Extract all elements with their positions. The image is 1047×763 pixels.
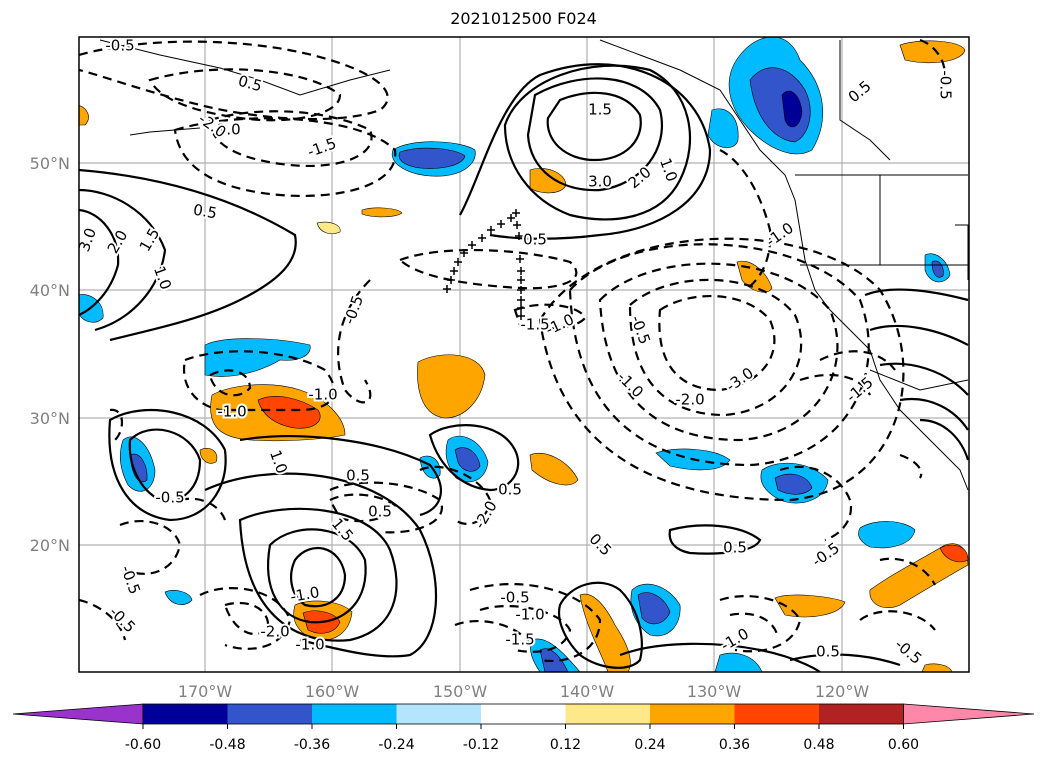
contour-label: 0.5	[368, 503, 392, 521]
contour-label: 1.0	[150, 264, 175, 293]
lat-label-30n: 30°N	[30, 409, 70, 428]
colorbar: -0.60 -0.48 -0.36 -0.24 -0.12 0.12 0.24 0.36 0.4…	[12, 703, 1035, 753]
contour-label: 0.5	[723, 539, 747, 557]
contour-label: -0.5	[809, 539, 843, 571]
contour-label: 0.5	[498, 481, 522, 499]
contour-label: -2.0	[470, 498, 500, 532]
contour-label: -0.5	[500, 589, 529, 607]
contour-label: -0.5	[106, 603, 139, 636]
contour-label: 0.5	[586, 530, 616, 560]
contour-label: -1.0	[308, 386, 337, 404]
lat-label-50n: 50°N	[30, 154, 70, 173]
colorbar-segment	[734, 704, 820, 724]
contour-label: -1.5	[520, 316, 549, 334]
map-title: 2021012500 F024	[450, 9, 597, 28]
colorbar-tick-label: -0.48	[209, 737, 245, 753]
contour-label: -1.0	[614, 368, 647, 401]
contour-label: 1.5	[588, 101, 612, 119]
lon-label-120w: 120°W	[815, 682, 870, 701]
colorbar-tick-label: 0.36	[719, 737, 750, 753]
contour-label: -2.0	[260, 623, 289, 641]
colorbar-segment	[650, 704, 735, 724]
contour-label: -3.0	[723, 364, 757, 396]
contour-label: -0.5	[627, 313, 654, 347]
shaded-anomaly-fields	[79, 37, 969, 672]
contour-label: 2.0	[104, 227, 132, 257]
contour-label: -1.5	[505, 631, 534, 649]
contour-label: 1.5	[136, 225, 164, 255]
contour-label: 2.0	[625, 163, 655, 192]
coastline-outlines	[99, 39, 969, 491]
map-frame	[78, 36, 970, 673]
contour-label: -1.0	[211, 121, 240, 139]
contour-label: 1.0	[656, 156, 681, 185]
lat-label-20n: 20°N	[30, 536, 70, 555]
colorbar-tick-label: 0.12	[550, 737, 581, 753]
contour-label: 0.5	[346, 467, 370, 485]
colorbar-segment	[481, 704, 566, 724]
colorbar-frame	[142, 703, 904, 725]
contour-label: 0.5	[236, 72, 264, 96]
colorbar-tick-label: -0.12	[463, 737, 499, 753]
lon-label-150w: 150°W	[433, 682, 488, 701]
colorbar-segment	[396, 704, 482, 724]
contour-label: -0.5	[155, 489, 184, 507]
lon-label-170w: 170°W	[178, 682, 233, 701]
contour-label: -1.0	[515, 606, 544, 624]
storm-track-markers	[443, 209, 525, 320]
colorbar-tick-label: -0.24	[378, 737, 414, 753]
contour-label: 0.5	[816, 643, 840, 661]
lon-label-160w: 160°W	[305, 682, 360, 701]
lon-label-140w: 140°W	[560, 682, 615, 701]
colorbar-segment	[819, 704, 904, 724]
colorbar-tick-label: 0.24	[634, 737, 665, 753]
lat-label-40n: 40°N	[30, 281, 70, 300]
colorbar-segment	[227, 704, 313, 724]
contour-label: -1.5	[305, 134, 339, 161]
contour-label: -1.0	[295, 636, 324, 654]
colorbar-tick-label: -0.36	[294, 737, 330, 753]
colorbar-tick-label: 0.60	[888, 737, 919, 753]
colorbar-tick-label: -0.60	[125, 737, 161, 753]
contour-label: -1.0	[217, 403, 246, 421]
contour-label: 1.0	[266, 448, 291, 477]
colorbar-tick-label: 0.48	[803, 737, 834, 753]
contour-label: -0.5	[937, 70, 955, 99]
contour-label: 0.5	[845, 77, 875, 106]
contour-lines	[79, 63, 969, 672]
colorbar-extend-high	[903, 703, 1035, 725]
colorbar-segment	[312, 704, 397, 724]
contour-label: -2.0	[675, 391, 704, 409]
colorbar-segment	[143, 704, 228, 724]
contour-lines-dashed	[79, 38, 947, 663]
contour-label: 0.5	[192, 201, 219, 223]
contour-label: -0.5	[105, 37, 134, 55]
contour-label: -0.5	[340, 293, 367, 327]
colorbar-extend-low	[12, 703, 144, 725]
contour-label: 3.0	[588, 173, 612, 191]
contour-label: -0.5	[117, 563, 144, 597]
lon-label-130w: 130°W	[687, 682, 742, 701]
contour-label: 0.5	[523, 231, 547, 249]
colorbar-segment	[565, 704, 651, 724]
